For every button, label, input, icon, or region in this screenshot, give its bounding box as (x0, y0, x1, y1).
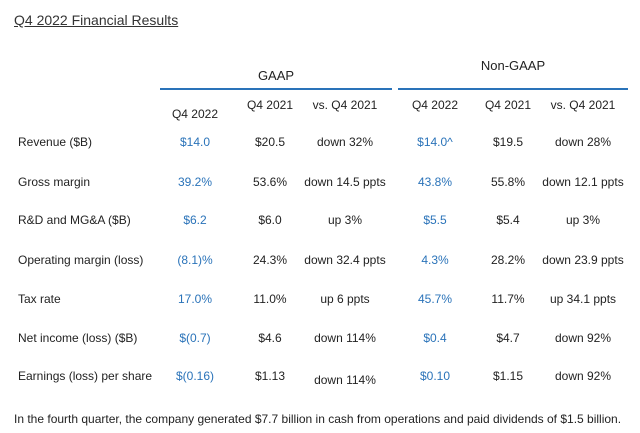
footnote: In the fourth quarter, the company gener… (14, 412, 622, 426)
row-label: Gross margin (18, 175, 91, 189)
table-cell: 17.0% (177, 292, 213, 306)
column-header: Q4 2022 (171, 107, 219, 121)
row-label: Net income (loss) ($B) (18, 331, 138, 345)
table-cell: 45.7% (417, 292, 453, 306)
row-label: Tax rate (18, 292, 61, 306)
table-cell: down 28% (554, 135, 612, 149)
table-cell: $6.0 (258, 213, 282, 227)
table-cell: $(0.16) (175, 369, 215, 383)
row-label: Earnings (loss) per share (18, 369, 153, 383)
table-cell: 53.6% (252, 175, 288, 189)
table-cell: $19.5 (492, 135, 524, 149)
table-cell: down 14.5 ppts (304, 175, 386, 189)
table-cell: $5.5 (423, 213, 447, 227)
table-cell: 24.3% (252, 253, 288, 267)
table-cell: $0.4 (423, 331, 447, 345)
table-cell: (8.1)% (177, 253, 213, 267)
column-header: vs. Q4 2021 (312, 98, 378, 112)
column-header: vs. Q4 2021 (550, 98, 616, 112)
table-cell: down 32% (316, 135, 374, 149)
table-cell: 43.8% (417, 175, 453, 189)
gaap-group-header: GAAP (257, 68, 295, 83)
non-gaap-group-header: Non-GAAP (480, 58, 546, 73)
table-cell: down 92% (554, 331, 612, 345)
table-cell: $5.4 (496, 213, 520, 227)
row-label: Revenue ($B) (18, 135, 93, 149)
table-cell: up 34.1 ppts (549, 292, 617, 306)
table-cell: down 23.9 ppts (542, 253, 624, 267)
table-cell: $6.2 (183, 213, 207, 227)
column-header: Q4 2021 (246, 98, 294, 112)
gaap-header-rule (160, 88, 392, 90)
table-cell: $4.7 (496, 331, 520, 345)
table-cell: down 32.4 ppts (304, 253, 386, 267)
table-cell: down 92% (554, 369, 612, 383)
table-cell: 28.2% (490, 253, 526, 267)
table-cell: up 3% (565, 213, 601, 227)
row-label: R&D and MG&A ($B) (18, 213, 131, 227)
table-cell: $0.10 (419, 369, 451, 383)
non-gaap-header-rule (398, 88, 628, 90)
table-cell: 55.8% (490, 175, 526, 189)
table-cell: 4.3% (421, 253, 449, 267)
table-cell: $1.13 (254, 369, 286, 383)
table-cell: down 12.1 ppts (542, 175, 624, 189)
table-cell: down 114% (314, 331, 376, 345)
table-cell: $4.6 (258, 331, 282, 345)
table-cell: $1.15 (492, 369, 524, 383)
table-cell: down 114% (314, 373, 376, 387)
row-label: Operating margin (loss) (18, 253, 144, 267)
table-cell: up 6 ppts (320, 292, 370, 306)
column-header: Q4 2021 (484, 98, 532, 112)
table-cell: up 3% (327, 213, 363, 227)
page-title: Q4 2022 Financial Results (14, 12, 179, 28)
table-cell: 39.2% (177, 175, 213, 189)
table-cell: 11.7% (491, 292, 525, 306)
table-cell: $14.0^ (417, 135, 453, 149)
table-cell: $14.0 (179, 135, 211, 149)
table-cell: $(0.7) (179, 331, 211, 345)
table-cell: 11.0% (253, 292, 287, 306)
table-cell: $20.5 (254, 135, 286, 149)
column-header: Q4 2022 (411, 98, 459, 112)
